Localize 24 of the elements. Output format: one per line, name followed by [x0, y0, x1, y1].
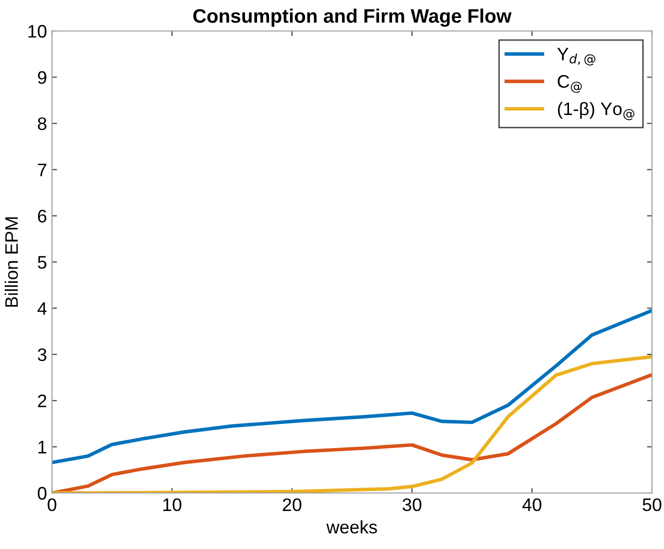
x-tick-label: 20 — [282, 498, 302, 512]
legend-label: C$_{@}$ — [558, 75, 582, 93]
x-axis-title: weeks — [326, 520, 377, 534]
legend-label: (1-β) Yo$_{@}$ — [558, 102, 634, 120]
x-tick-label: 10 — [163, 498, 182, 512]
y-tick-label: 5 — [38, 256, 46, 269]
x-tick-label: 0 — [48, 498, 56, 512]
y-tick-label: 1 — [38, 440, 46, 454]
y-tick-label: 7 — [38, 164, 46, 176]
x-tick-label: 40 — [522, 498, 542, 512]
line-series — [52, 308, 652, 464]
y-tick-label: 2 — [38, 394, 46, 408]
y-tick-label: 8 — [38, 117, 46, 130]
y-tick-label: 9 — [38, 71, 46, 84]
chart-title: Consumption and Firm Wage Flow — [193, 8, 512, 27]
y-axis-title: Billion EPM — [4, 217, 18, 307]
y-tick-label: 0 — [38, 486, 46, 500]
legend-label: Y$_{d,@}$ — [557, 48, 596, 66]
x-tick-label: 30 — [402, 498, 422, 512]
y-tick-label: 4 — [38, 302, 47, 315]
y-tick-label: 3 — [38, 348, 46, 362]
x-tick-label: 50 — [642, 498, 662, 512]
y-tick-label: 10 — [28, 24, 46, 38]
y-tick-label: 6 — [38, 210, 46, 223]
